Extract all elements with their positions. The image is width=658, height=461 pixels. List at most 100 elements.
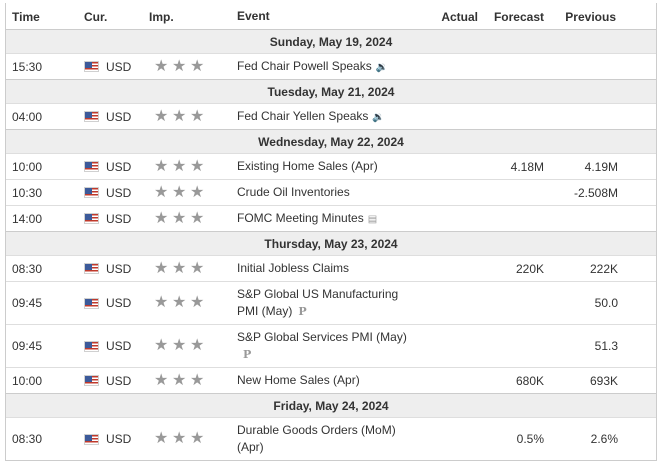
header-forecast[interactable]: Forecast [493,9,544,24]
event-name[interactable]: S&P Global US Manufacturing PMI (May) [237,287,399,318]
date-separator-row: Sunday, May 19, 2024 [6,29,656,53]
star-icon: ★ [190,57,205,75]
event-currency: USD [76,186,144,200]
event-importance: ★ ★ ★ [144,295,233,311]
date-label: Thursday, May 23, 2024 [264,236,398,251]
event-name[interactable]: Existing Home Sales (Apr) [237,159,378,173]
star-icon: ★ [154,107,169,125]
event-name-cell[interactable]: New Home Sales (Apr) [233,372,418,389]
event-name[interactable]: Initial Jobless Claims [237,261,350,275]
star-icon: ★ [190,430,205,447]
event-name-cell[interactable]: Fed Chair Powell Speaks 🔉 [233,58,418,76]
currency-code: USD [106,296,132,310]
star-icon: ★ [172,337,187,354]
event-name-cell[interactable]: Crude Oil Inventories [233,184,418,201]
event-row[interactable]: 09:45 USD ★ ★ ★ S&P Global Services PMI (May)… [6,324,656,367]
event-row[interactable]: 04:00 USD ★ ★ ★ Fed Chair Yellen Speaks 🔉 [6,103,656,129]
event-currency: USD [76,432,144,446]
star-icon: ★ [190,107,205,125]
header-actual[interactable]: Actual [441,9,478,24]
table-header: Time Cur. Imp. Event Actual Forecast Pre… [6,3,656,29]
event-currency: USD [76,60,144,74]
currency-code: USD [106,339,132,353]
star-icon: ★ [172,57,187,75]
star-icon: ★ [154,371,169,389]
event-row[interactable]: 10:00 USD ★ ★ ★ Existing Home Sales (Apr) 4.18… [6,153,656,179]
us-flag-icon [84,375,99,386]
event-name[interactable]: Fed Chair Powell Speaks [237,58,372,73]
event-name-cell[interactable]: S&P Global Services PMI (May) P [233,329,418,363]
event-time: 10:00 [12,159,43,174]
star-icon: ★ [172,430,187,447]
event-row[interactable]: 08:30 USD ★ ★ ★ Durable Goods Orders (MoM) (A… [6,417,656,460]
star-icon: ★ [172,183,187,201]
event-previous: 51.3 [594,339,618,353]
us-flag-icon [84,61,99,72]
header-previous[interactable]: Previous [565,9,616,24]
currency-code: USD [106,432,132,446]
event-name-cell[interactable]: S&P Global US Manufacturing PMI (May) P [233,286,418,320]
event-time: 09:45 [12,339,43,353]
document-icon: ▤ [367,213,378,225]
header-importance[interactable]: Imp. [149,9,174,24]
event-name[interactable]: FOMC Meeting Minutes [237,210,364,225]
event-importance: ★ ★ ★ [144,259,233,277]
event-name-cell[interactable]: FOMC Meeting Minutes ▤ [233,210,418,228]
star-icon: ★ [154,183,169,201]
star-icon: ★ [154,57,169,75]
event-name-cell[interactable]: Initial Jobless Claims [233,260,418,277]
us-flag-icon [84,111,99,122]
event-importance: ★ ★ ★ [144,431,233,447]
event-name[interactable]: New Home Sales (Apr) [237,373,360,387]
date-separator-row: Wednesday, May 22, 2024 [6,129,656,153]
event-name[interactable]: Durable Goods Orders (MoM) (Apr) [237,423,396,454]
event-name-cell[interactable]: Fed Chair Yellen Speaks 🔉 [233,108,418,126]
us-flag-icon [84,213,99,224]
event-name-cell[interactable]: Existing Home Sales (Apr) [233,158,418,175]
header-time[interactable]: Time [12,9,40,24]
star-icon: ★ [190,337,205,354]
event-currency: USD [76,339,144,353]
event-importance: ★ ★ ★ [144,209,233,227]
header-event[interactable]: Event [237,9,270,23]
event-importance: ★ ★ ★ [144,57,233,75]
star-icon: ★ [190,371,205,389]
us-flag-icon [84,433,99,445]
event-forecast: 680K [515,373,544,388]
event-name[interactable]: Fed Chair Yellen Speaks [237,108,369,123]
table-body: Sunday, May 19, 2024 15:30 USD ★ ★ ★ Fed Chair… [6,29,656,460]
event-currency: USD [76,296,144,310]
star-icon: ★ [190,209,205,227]
date-separator-row: Tuesday, May 21, 2024 [6,79,656,103]
star-icon: ★ [154,157,169,175]
event-time: 08:30 [12,432,43,446]
event-importance: ★ ★ ★ [144,338,233,354]
event-time: 10:30 [12,185,43,200]
star-icon: ★ [190,157,205,175]
event-row[interactable]: 14:00 USD ★ ★ ★ FOMC Meeting Minutes ▤ [6,205,656,231]
event-name-cell[interactable]: Durable Goods Orders (MoM) (Apr) [233,422,418,456]
header-currency[interactable]: Cur. [84,9,108,24]
event-currency: USD [76,160,144,174]
event-row[interactable]: 10:00 USD ★ ★ ★ New Home Sales (Apr) 680K 693K [6,367,656,393]
event-row[interactable]: 15:30 USD ★ ★ ★ Fed Chair Powell Speaks 🔉 [6,53,656,79]
event-forecast: 220K [515,261,544,276]
event-name[interactable]: Crude Oil Inventories [237,185,350,199]
event-previous: 2.6% [590,432,618,446]
economic-calendar-table: Time Cur. Imp. Event Actual Forecast Pre… [5,3,657,461]
preliminary-icon: P [298,305,307,318]
star-icon: ★ [172,157,187,175]
event-importance: ★ ★ ★ [144,183,233,201]
event-time: 14:00 [12,211,43,226]
date-label: Sunday, May 19, 2024 [269,34,393,49]
event-previous: 693K [589,373,618,388]
event-row[interactable]: 10:30 USD ★ ★ ★ Crude Oil Inventories -2.508M [6,179,656,205]
star-icon: ★ [172,107,187,125]
speaker-icon: 🔉 [375,61,389,73]
star-icon: ★ [190,294,205,311]
date-label: Tuesday, May 21, 2024 [267,84,395,99]
star-icon: ★ [190,259,205,277]
event-row[interactable]: 08:30 USD ★ ★ ★ Initial Jobless Claims 220K 222… [6,255,656,281]
event-name[interactable]: S&P Global Services PMI (May) [237,330,407,344]
event-row[interactable]: 09:45 USD ★ ★ ★ S&P Global US Manufacturing P… [6,281,656,324]
